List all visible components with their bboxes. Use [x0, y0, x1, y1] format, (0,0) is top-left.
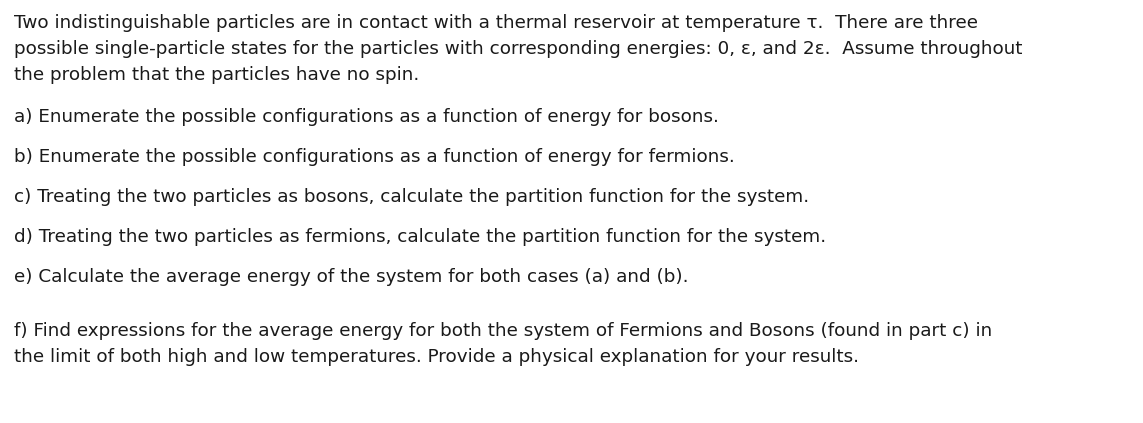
Text: Two indistinguishable particles are in contact with a thermal reservoir at tempe: Two indistinguishable particles are in c…: [14, 14, 978, 32]
Text: a) Enumerate the possible configurations as a function of energy for bosons.: a) Enumerate the possible configurations…: [14, 108, 719, 126]
Text: e) Calculate the average energy of the system for both cases (a) and (b).: e) Calculate the average energy of the s…: [14, 268, 688, 286]
Text: d) Treating the two particles as fermions, calculate the partition function for : d) Treating the two particles as fermion…: [14, 228, 826, 246]
Text: b) Enumerate the possible configurations as a function of energy for fermions.: b) Enumerate the possible configurations…: [14, 148, 735, 166]
Text: the limit of both high and low temperatures. Provide a physical explanation for : the limit of both high and low temperatu…: [14, 348, 860, 366]
Text: f) Find expressions for the average energy for both the system of Fermions and B: f) Find expressions for the average ener…: [14, 322, 992, 340]
Text: c) Treating the two particles as bosons, calculate the partition function for th: c) Treating the two particles as bosons,…: [14, 188, 809, 206]
Text: the problem that the particles have no spin.: the problem that the particles have no s…: [14, 66, 419, 84]
Text: possible single-particle states for the particles with corresponding energies: 0: possible single-particle states for the …: [14, 40, 1023, 58]
